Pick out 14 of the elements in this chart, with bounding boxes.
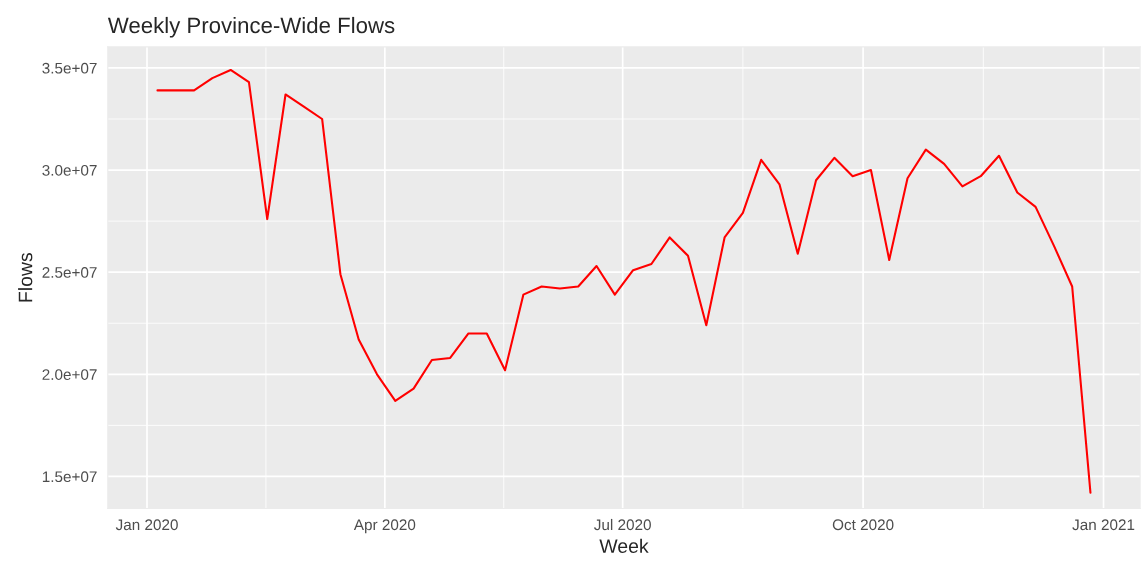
y-tick-label: 1.5e+07 [42,471,97,483]
x-tick-label: Jan 2021 [1072,519,1135,531]
x-tick-label: Jan 2020 [115,519,178,531]
y-tick-label: 2.5e+07 [42,267,97,278]
y-tick-label: 2.0e+07 [42,369,97,380]
line-series [156,68,1092,494]
y-axis-title: Flows [18,253,33,302]
y-tick-label: 3.5e+07 [42,62,97,74]
chart-title: Weekly Province-Wide Flows [107,16,395,38]
y-tick-label: 3.0e+07 [42,164,97,176]
x-tick-label: Oct 2020 [832,519,894,531]
x-axis-title: Week [599,538,649,553]
x-tick-label: Jul 2020 [594,518,651,531]
x-tick-label: Apr 2020 [353,519,416,534]
